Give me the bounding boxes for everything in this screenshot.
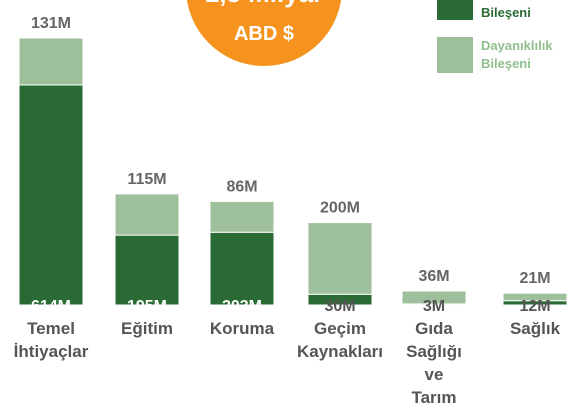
badge <box>186 0 342 66</box>
bar-segment <box>401 290 467 305</box>
bar-segment <box>502 292 568 302</box>
legend-swatch <box>437 0 473 20</box>
x-tick-label: Koruma <box>210 319 275 338</box>
x-tick-label: Temel İhtiyaçlar <box>14 319 89 361</box>
badge-amount: 1,5 Milyar <box>205 0 324 8</box>
x-tick-label: Eğitim <box>121 319 173 338</box>
badge-unit: ABD $ <box>234 23 294 45</box>
value-label: 30M <box>324 298 355 315</box>
legend-label: Bileşeni <box>481 5 531 20</box>
bar-segment <box>114 193 180 236</box>
bar-segment <box>18 84 84 306</box>
value-label: 131M <box>31 15 71 32</box>
bar-segment <box>114 234 180 306</box>
x-tick-label: Geçim Kaynakları <box>297 319 383 361</box>
value-label: 36M <box>418 268 449 285</box>
value-label: 614M <box>31 298 71 315</box>
value-label: 3M <box>423 298 445 315</box>
x-tick-label: Gıda Sağlığı ve Tarım <box>406 319 462 407</box>
value-label: 115M <box>127 171 166 188</box>
bar-segment <box>307 222 373 295</box>
value-label: 12M <box>519 298 550 315</box>
value-label: 203M <box>222 298 262 315</box>
x-tick-label: Sağlık <box>510 319 561 338</box>
bar-segment <box>209 231 275 306</box>
legend-swatch <box>437 37 473 73</box>
bar-segment <box>209 200 275 233</box>
value-label: 195M <box>127 298 167 315</box>
value-label: 21M <box>519 270 550 287</box>
bar-segment <box>18 37 84 86</box>
legend-label: Dayanıklılık Bileşeni <box>481 38 553 71</box>
value-label: 200M <box>320 200 360 217</box>
value-label: 86M <box>226 178 257 195</box>
